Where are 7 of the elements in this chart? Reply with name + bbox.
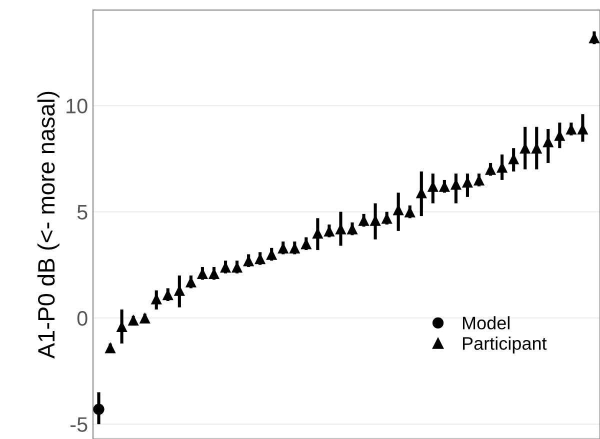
y-axis-title: A1-P0 dB (<- more nasal) — [37, 92, 60, 359]
y-tick-label: 5 — [77, 205, 88, 220]
legend-label: Participant — [462, 336, 547, 354]
y-tick-label: 0 — [77, 310, 88, 326]
legend-label: Model — [462, 316, 510, 330]
y-tick-label: -5 — [70, 417, 88, 432]
y-tick-label: 10 — [66, 98, 88, 114]
